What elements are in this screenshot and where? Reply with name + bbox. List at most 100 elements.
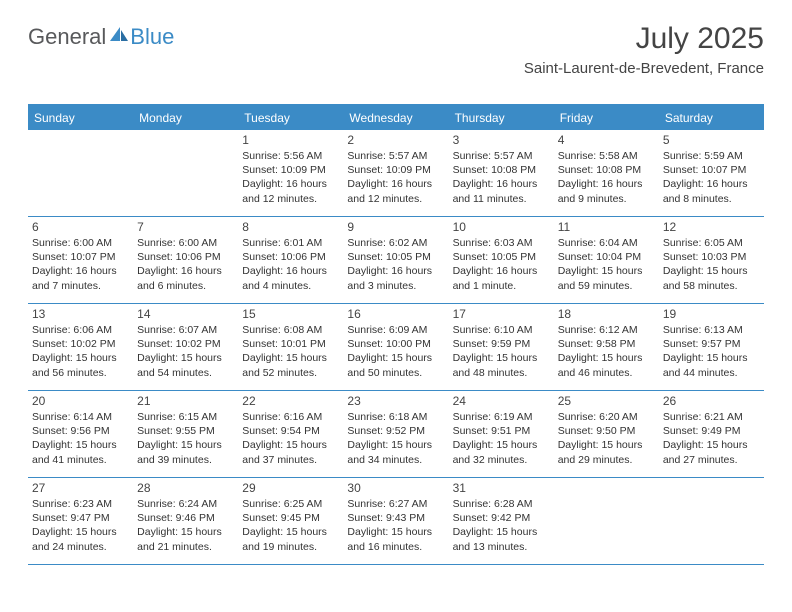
daylight-line: Daylight: 15 hours and 16 minutes. <box>347 525 444 553</box>
day-cell: 5Sunrise: 5:59 AMSunset: 10:07 PMDayligh… <box>659 130 764 216</box>
day-cell: 20Sunrise: 6:14 AMSunset: 9:56 PMDayligh… <box>28 391 133 477</box>
day-cell: 13Sunrise: 6:06 AMSunset: 10:02 PMDaylig… <box>28 304 133 390</box>
daylight-line: Daylight: 15 hours and 24 minutes. <box>32 525 129 553</box>
daylight-line: Daylight: 15 hours and 58 minutes. <box>663 264 760 292</box>
sunrise-line: Sunrise: 5:59 AM <box>663 149 760 163</box>
sunset-line: Sunset: 10:09 PM <box>347 163 444 177</box>
day-cell: 26 Sunrise: 6:21 AMSunset: 9:49 PMDayligh… <box>659 391 764 477</box>
sunset-line: Sunset: 10:07 PM <box>663 163 760 177</box>
sunset-line: Sunset: 10:05 PM <box>453 250 550 264</box>
day-number: 18 <box>558 307 655 321</box>
sunrise-line: Sunrise: 5:57 AM <box>453 149 550 163</box>
daylight-line: Daylight: 16 hours and 9 minutes. <box>558 177 655 205</box>
sunset-line: Sunset: 10:05 PM <box>347 250 444 264</box>
day-cell: 8Sunrise: 6:01 AMSunset: 10:06 PMDayligh… <box>238 217 343 303</box>
day-cell: 24Sunrise: 6:19 AMSunset: 9:51 PMDayligh… <box>449 391 554 477</box>
daylight-line: Daylight: 15 hours and 41 minutes. <box>32 438 129 466</box>
sunrise-line: Sunrise: 6:25 AM <box>242 497 339 511</box>
weekday-header-row: SundayMondayTuesdayWednesdayThursdayFrid… <box>28 106 764 130</box>
sunrise-line: Sunrise: 5:58 AM <box>558 149 655 163</box>
daylight-line: Daylight: 15 hours and 27 minutes. <box>663 438 760 466</box>
day-cell: 4Sunrise: 5:58 AMSunset: 10:08 PMDayligh… <box>554 130 659 216</box>
day-cell: 31Sunrise: 6:28 AMSunset: 9:42 PMDayligh… <box>449 478 554 564</box>
sunset-line: Sunset: 10:02 PM <box>137 337 234 351</box>
week-row: 27Sunrise: 6:23 AMSunset: 9:47 PMDayligh… <box>28 478 764 565</box>
sunset-line: Sunset: 10:07 PM <box>32 250 129 264</box>
day-cell: 11Sunrise: 6:04 AMSunset: 10:04 PMDaylig… <box>554 217 659 303</box>
day-number: 26 <box>663 394 760 408</box>
day-cell: 28Sunrise: 6:24 AMSunset: 9:46 PMDayligh… <box>133 478 238 564</box>
sunset-line: Sunset: 9:49 PM <box>663 424 760 438</box>
sunrise-line: Sunrise: 6:10 AM <box>453 323 550 337</box>
sunset-line: Sunset: 10:06 PM <box>242 250 339 264</box>
sunrise-line: Sunrise: 6:09 AM <box>347 323 444 337</box>
sunset-line: Sunset: 10:03 PM <box>663 250 760 264</box>
daylight-line: Daylight: 15 hours and 19 minutes. <box>242 525 339 553</box>
day-number: 7 <box>137 220 234 234</box>
sunrise-line: Sunrise: 6:24 AM <box>137 497 234 511</box>
day-number: 14 <box>137 307 234 321</box>
sunset-line: Sunset: 9:57 PM <box>663 337 760 351</box>
weekday-header: Sunday <box>28 106 133 130</box>
sunset-line: Sunset: 10:00 PM <box>347 337 444 351</box>
sunrise-line: Sunrise: 6:16 AM <box>242 410 339 424</box>
sunset-line: Sunset: 9:47 PM <box>32 511 129 525</box>
sunrise-line: Sunrise: 6:06 AM <box>32 323 129 337</box>
sunrise-line: Sunrise: 6:05 AM <box>663 236 760 250</box>
logo-text-blue: Blue <box>130 24 174 50</box>
daylight-line: Daylight: 15 hours and 50 minutes. <box>347 351 444 379</box>
sunset-line: Sunset: 9:52 PM <box>347 424 444 438</box>
sunset-line: Sunset: 10:08 PM <box>558 163 655 177</box>
page-subtitle: Saint-Laurent-de-Brevedent, France <box>524 60 764 77</box>
sunrise-line: Sunrise: 6:18 AM <box>347 410 444 424</box>
day-cell: 14Sunrise: 6:07 AMSunset: 10:02 PMDaylig… <box>133 304 238 390</box>
day-number: 20 <box>32 394 129 408</box>
logo-sail-icon <box>110 27 128 41</box>
week-row: 13Sunrise: 6:06 AMSunset: 10:02 PMDaylig… <box>28 304 764 391</box>
day-number: 24 <box>453 394 550 408</box>
day-number: 29 <box>242 481 339 495</box>
sunset-line: Sunset: 9:58 PM <box>558 337 655 351</box>
sunset-line: Sunset: 9:55 PM <box>137 424 234 438</box>
daylight-line: Daylight: 15 hours and 59 minutes. <box>558 264 655 292</box>
daylight-line: Daylight: 15 hours and 54 minutes. <box>137 351 234 379</box>
day-number: 28 <box>137 481 234 495</box>
day-number: 22 <box>242 394 339 408</box>
daylight-line: Daylight: 16 hours and 6 minutes. <box>137 264 234 292</box>
sunset-line: Sunset: 10:09 PM <box>242 163 339 177</box>
day-cell: 12Sunrise: 6:05 AMSunset: 10:03 PMDaylig… <box>659 217 764 303</box>
day-number: 15 <box>242 307 339 321</box>
day-cell: 10Sunrise: 6:03 AMSunset: 10:05 PMDaylig… <box>449 217 554 303</box>
sunrise-line: Sunrise: 6:14 AM <box>32 410 129 424</box>
calendar-grid: SundayMondayTuesdayWednesdayThursdayFrid… <box>28 104 764 565</box>
sunrise-line: Sunrise: 6:12 AM <box>558 323 655 337</box>
sunrise-line: Sunrise: 6:20 AM <box>558 410 655 424</box>
weekday-header: Saturday <box>659 106 764 130</box>
day-number: 21 <box>137 394 234 408</box>
sunrise-line: Sunrise: 6:04 AM <box>558 236 655 250</box>
week-row: 20Sunrise: 6:14 AMSunset: 9:56 PMDayligh… <box>28 391 764 478</box>
sunset-line: Sunset: 10:08 PM <box>453 163 550 177</box>
sunset-line: Sunset: 9:43 PM <box>347 511 444 525</box>
day-cell: 7Sunrise: 6:00 AMSunset: 10:06 PMDayligh… <box>133 217 238 303</box>
daylight-line: Daylight: 15 hours and 44 minutes. <box>663 351 760 379</box>
weekday-header: Monday <box>133 106 238 130</box>
weekday-header: Thursday <box>449 106 554 130</box>
daylight-line: Daylight: 16 hours and 11 minutes. <box>453 177 550 205</box>
day-cell: 22Sunrise: 6:16 AMSunset: 9:54 PMDayligh… <box>238 391 343 477</box>
sunset-line: Sunset: 9:50 PM <box>558 424 655 438</box>
day-cell <box>554 478 659 564</box>
sunset-line: Sunset: 10:06 PM <box>137 250 234 264</box>
sunrise-line: Sunrise: 6:23 AM <box>32 497 129 511</box>
daylight-line: Daylight: 15 hours and 32 minutes. <box>453 438 550 466</box>
day-number: 25 <box>558 394 655 408</box>
sunset-line: Sunset: 9:46 PM <box>137 511 234 525</box>
daylight-line: Daylight: 16 hours and 1 minute. <box>453 264 550 292</box>
sunrise-line: Sunrise: 6:13 AM <box>663 323 760 337</box>
sunrise-line: Sunrise: 6:19 AM <box>453 410 550 424</box>
sunrise-line: Sunrise: 6:21 AM <box>663 410 760 424</box>
day-number: 31 <box>453 481 550 495</box>
day-cell: 1Sunrise: 5:56 AMSunset: 10:09 PMDayligh… <box>238 130 343 216</box>
day-cell: 18Sunrise: 6:12 AMSunset: 9:58 PMDayligh… <box>554 304 659 390</box>
sunset-line: Sunset: 10:02 PM <box>32 337 129 351</box>
